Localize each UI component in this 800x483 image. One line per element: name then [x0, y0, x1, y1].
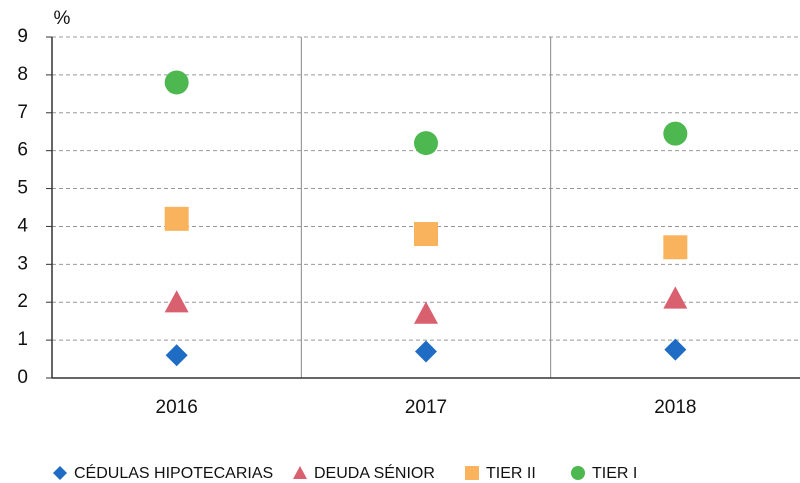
x-tick-label: 2018: [654, 397, 696, 418]
marker: [663, 235, 688, 260]
x-tick-label: 2017: [405, 397, 447, 418]
marker: [414, 222, 438, 247]
legend-label: DEUDA SÉNIOR: [314, 463, 435, 482]
marker: [414, 131, 438, 156]
y-axis-label: %: [54, 8, 71, 29]
y-tick-label: 0: [17, 367, 28, 388]
y-tick-label: 8: [17, 64, 28, 85]
marker: [465, 466, 479, 480]
y-tick-label: 5: [17, 178, 28, 199]
y-tick-label: 7: [17, 102, 28, 123]
marker: [663, 121, 688, 146]
y-tick-label: 6: [17, 140, 28, 161]
marker: [293, 466, 307, 479]
marker: [165, 344, 188, 367]
y-tick-label: 1: [17, 329, 28, 350]
y-tick-label: 3: [17, 253, 28, 274]
y-tick-label: 2: [17, 291, 28, 312]
marker: [664, 338, 687, 361]
marker: [414, 301, 438, 324]
marker: [663, 286, 688, 309]
marker: [164, 290, 189, 313]
marker: [53, 466, 67, 480]
y-tick-label: 9: [17, 26, 28, 47]
marker: [164, 206, 189, 231]
marker: [164, 70, 189, 95]
x-tick-label: 2016: [156, 397, 198, 418]
marker: [571, 466, 585, 480]
legend-label: CÉDULAS HIPOTECARIAS: [74, 463, 273, 482]
legend-label: TIER II: [486, 465, 536, 482]
legend-label: TIER I: [592, 465, 637, 482]
marker: [415, 340, 437, 363]
y-tick-label: 4: [17, 215, 28, 236]
